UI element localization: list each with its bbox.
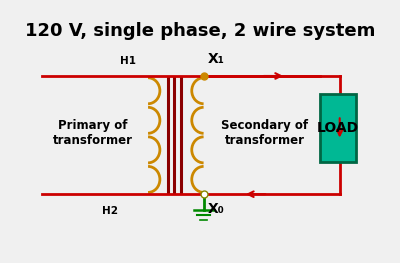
Bar <box>320 94 356 162</box>
Text: LOAD: LOAD <box>317 121 359 135</box>
Text: H2: H2 <box>102 206 118 216</box>
Text: H1: H1 <box>120 56 136 66</box>
Text: Primary of
transformer: Primary of transformer <box>52 119 132 147</box>
Text: X₀: X₀ <box>208 202 224 216</box>
Text: Secondary of
transformer: Secondary of transformer <box>221 119 308 147</box>
Text: X₁: X₁ <box>208 52 224 66</box>
Text: 120 V, single phase, 2 wire system: 120 V, single phase, 2 wire system <box>25 22 375 40</box>
